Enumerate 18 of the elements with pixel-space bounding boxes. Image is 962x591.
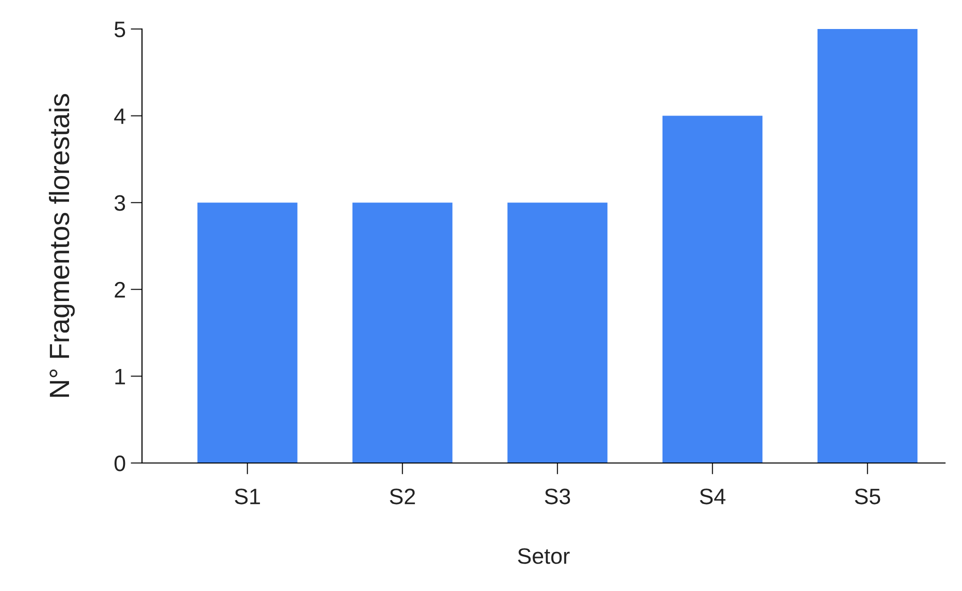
y-tick-label: 1 [115, 368, 125, 384]
y-tick-label: 3 [114, 195, 126, 211]
x-tick-label: S1 [234, 488, 260, 504]
y-axis-title: N° Fragmentos florestais [48, 94, 75, 397]
x-tick-label: S2 [390, 488, 415, 504]
bar [817, 29, 918, 463]
bar [197, 202, 298, 463]
x-axis-title: Setor [518, 548, 570, 564]
y-tick-label: 4 [114, 108, 126, 124]
x-tick-label: S4 [700, 488, 726, 504]
x-tick-label: S3 [544, 488, 570, 504]
y-tick-label: 2 [114, 282, 125, 298]
bar [662, 116, 762, 463]
bar [507, 202, 608, 463]
bar [352, 202, 452, 463]
y-tick-label: 0 [114, 456, 126, 472]
y-tick-label: 5 [114, 22, 126, 38]
x-tick-label: S5 [854, 488, 880, 504]
